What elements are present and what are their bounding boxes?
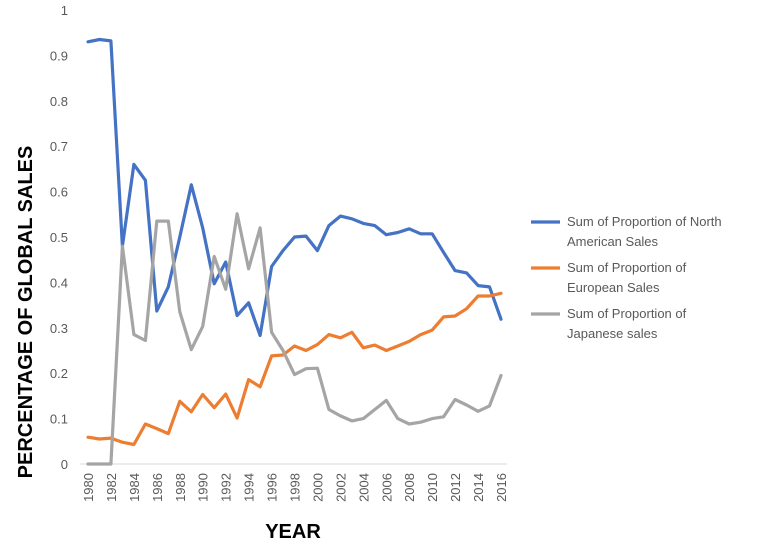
x-tick-label: 1990	[196, 473, 211, 502]
series-line-2	[86, 291, 503, 447]
y-tick-label: 0	[61, 457, 68, 472]
y-tick-label: 1	[61, 3, 68, 18]
y-tick-label: 0.4	[50, 275, 68, 290]
y-tick-label: 0.9	[50, 48, 68, 63]
x-tick-label: 1996	[265, 473, 280, 502]
x-tick-label: 1988	[173, 473, 188, 502]
x-tick-label: 1986	[150, 473, 165, 502]
x-tick-label: 2006	[379, 473, 394, 502]
x-tick-label: 2002	[333, 473, 348, 502]
y-tick-label: 0.7	[50, 139, 68, 154]
y-tick-label: 0.5	[50, 230, 68, 245]
x-tick-label: 1994	[242, 473, 257, 502]
x-tick-label: 2016	[494, 473, 509, 502]
x-tick-label: 1998	[288, 473, 303, 502]
legend-label-2: Sum of Proportion of European Sales	[567, 260, 687, 295]
x-tick-label: 2008	[402, 473, 417, 502]
y-tick-label: 0.3	[50, 321, 68, 336]
y-tick-label: 0.2	[50, 366, 68, 381]
x-tick-label: 1982	[104, 473, 119, 502]
legend-label-1: Sum of Proportion of North American Sales	[567, 214, 722, 249]
x-tick-label: 1992	[219, 473, 234, 502]
y-axis-title: PERCENTAGE OF GLOBAL SALES	[15, 146, 37, 479]
x-tick-label: 2010	[425, 473, 440, 502]
x-tick-label: 2004	[356, 473, 371, 502]
series-line-3	[86, 212, 503, 466]
y-tick-label: 0.6	[50, 185, 68, 200]
y-tick-label: 0.1	[50, 412, 68, 427]
x-axis-title: YEAR	[265, 521, 321, 543]
y-tick-label: 0.8	[50, 94, 68, 109]
x-tick-label: 2012	[448, 473, 463, 502]
series-line-1	[86, 37, 503, 338]
x-tick-label: 2000	[310, 473, 325, 502]
x-tick-label: 1980	[81, 473, 96, 502]
x-tick-label: 1984	[127, 473, 142, 502]
legend-label-3: Sum of Proportion of Japanese sales	[567, 306, 687, 341]
x-tick-label: 2014	[471, 473, 486, 502]
